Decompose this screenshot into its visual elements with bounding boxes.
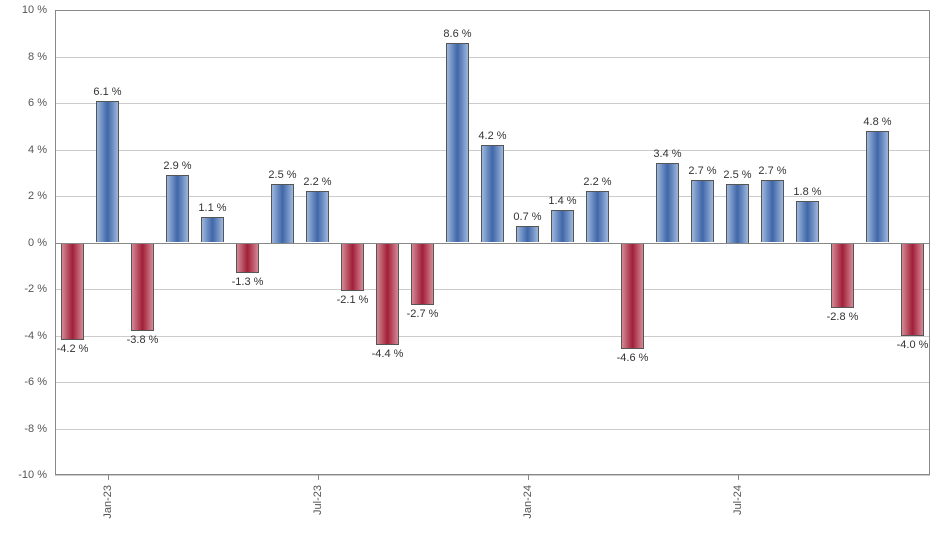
bar-value-label: -2.7 % xyxy=(407,308,439,320)
bar xyxy=(201,217,224,243)
bar-value-label: 4.2 % xyxy=(478,130,506,142)
bar xyxy=(411,243,434,306)
bar xyxy=(901,243,924,336)
bar xyxy=(271,184,294,242)
bar-value-label: -3.8 % xyxy=(127,334,159,346)
bar xyxy=(166,175,189,242)
y-tick-label: -10 % xyxy=(0,469,47,481)
bar xyxy=(656,163,679,242)
x-tick-label: Jul-23 xyxy=(312,485,324,515)
x-tick-mark xyxy=(528,475,529,480)
bar xyxy=(586,191,609,242)
bar xyxy=(131,243,154,331)
bar-value-label: -2.8 % xyxy=(827,311,859,323)
bar xyxy=(551,210,574,243)
x-tick-label: Jan-24 xyxy=(522,485,534,519)
y-tick-label: 8 % xyxy=(0,51,47,63)
gridline xyxy=(55,289,930,290)
bar-value-label: 2.2 % xyxy=(303,176,331,188)
bar xyxy=(831,243,854,308)
bar xyxy=(376,243,399,345)
gridline xyxy=(55,429,930,430)
bar-value-label: -1.3 % xyxy=(232,276,264,288)
bar-value-label: 3.4 % xyxy=(653,148,681,160)
bar xyxy=(516,226,539,242)
bar-value-label: 8.6 % xyxy=(443,28,471,40)
bar-value-label: 1.8 % xyxy=(793,186,821,198)
bar xyxy=(621,243,644,350)
gridline xyxy=(55,336,930,337)
bar-value-label: 0.7 % xyxy=(513,211,541,223)
bar-value-label: 2.7 % xyxy=(688,165,716,177)
bar-value-label: -4.0 % xyxy=(897,339,929,351)
bar xyxy=(866,131,889,243)
bar xyxy=(691,180,714,243)
gridline xyxy=(55,10,930,11)
y-tick-label: -8 % xyxy=(0,423,47,435)
bar xyxy=(61,243,84,341)
bar-value-label: 2.5 % xyxy=(268,169,296,181)
bar xyxy=(96,101,119,243)
gridline xyxy=(55,382,930,383)
x-tick-label: Jul-24 xyxy=(732,485,744,515)
bar-value-label: 2.5 % xyxy=(723,169,751,181)
bar-value-label: 2.9 % xyxy=(163,160,191,172)
bar-value-label: 6.1 % xyxy=(93,86,121,98)
bar-value-label: 4.8 % xyxy=(863,116,891,128)
bar-value-label: -2.1 % xyxy=(337,294,369,306)
bar xyxy=(236,243,259,273)
x-tick-mark xyxy=(318,475,319,480)
zero-line xyxy=(55,243,930,244)
y-tick-label: 4 % xyxy=(0,144,47,156)
bar xyxy=(726,184,749,242)
y-tick-label: -4 % xyxy=(0,330,47,342)
bar xyxy=(341,243,364,292)
y-tick-label: -2 % xyxy=(0,283,47,295)
y-tick-label: 6 % xyxy=(0,97,47,109)
bar xyxy=(306,191,329,242)
bar-value-label: 2.7 % xyxy=(758,165,786,177)
bar xyxy=(796,201,819,243)
bar-value-label: -4.4 % xyxy=(372,348,404,360)
plot-area xyxy=(55,10,930,475)
y-tick-label: 0 % xyxy=(0,237,47,249)
y-tick-label: 10 % xyxy=(0,4,47,16)
x-tick-mark xyxy=(108,475,109,480)
bar-value-label: -4.2 % xyxy=(57,343,89,355)
bar-value-label: -4.6 % xyxy=(617,352,649,364)
y-tick-label: 2 % xyxy=(0,190,47,202)
bar-chart: -10 % -8 % -6 % -4 % -2 % 0 % 2 % 4 % 6 % 8 % 10 %… xyxy=(0,0,940,550)
y-tick-label: -6 % xyxy=(0,376,47,388)
bar xyxy=(761,180,784,243)
bar-value-label: 2.2 % xyxy=(583,176,611,188)
bar xyxy=(446,43,469,243)
x-tick-label: Jan-23 xyxy=(102,485,114,519)
bar-value-label: 1.4 % xyxy=(548,195,576,207)
gridline xyxy=(55,103,930,104)
x-tick-mark xyxy=(738,475,739,480)
gridline xyxy=(55,475,930,476)
gridline xyxy=(55,57,930,58)
bar xyxy=(481,145,504,243)
bar-value-label: 1.1 % xyxy=(198,202,226,214)
